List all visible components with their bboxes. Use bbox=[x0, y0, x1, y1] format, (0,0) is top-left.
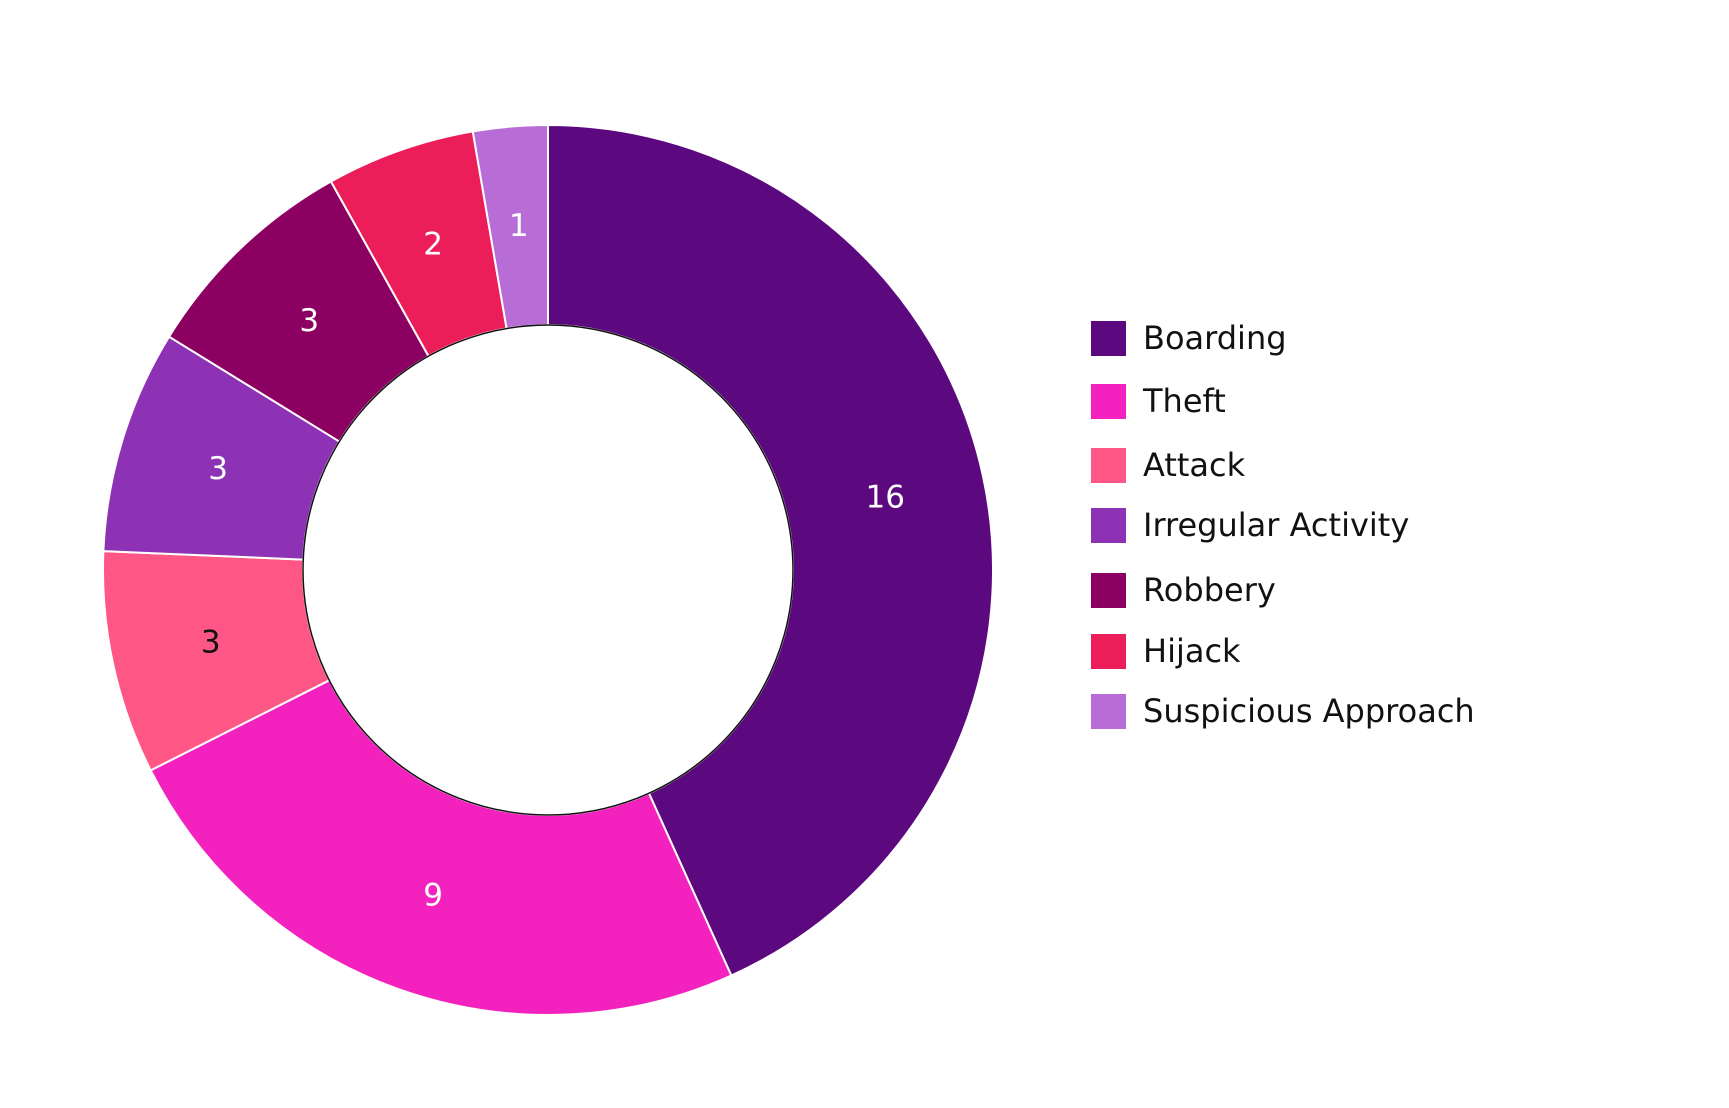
legend-swatch bbox=[1091, 383, 1126, 419]
legend-swatch bbox=[1091, 633, 1126, 669]
legend-swatch bbox=[1091, 693, 1126, 729]
legend-item-theft: Theft bbox=[1091, 381, 1226, 421]
donut-data-labels: 16 9 3 3 3 2 1 bbox=[201, 208, 905, 913]
legend-item-attack: Attack bbox=[1091, 445, 1245, 485]
legend-label: Suspicious Approach bbox=[1143, 692, 1475, 730]
data-label-attack: 3 bbox=[201, 625, 221, 661]
legend-label: Irregular Activity bbox=[1143, 506, 1410, 544]
legend-label: Theft bbox=[1143, 382, 1226, 420]
legend-swatch bbox=[1091, 572, 1126, 608]
legend-label: Robbery bbox=[1143, 571, 1276, 609]
legend-item-robbery: Robbery bbox=[1091, 570, 1276, 610]
legend-swatch bbox=[1091, 507, 1126, 543]
legend-swatch bbox=[1091, 320, 1126, 356]
legend-label: Hijack bbox=[1143, 632, 1241, 670]
legend-item-suspicious-approach: Suspicious Approach bbox=[1091, 691, 1475, 731]
legend-item-irregular-activity: Irregular Activity bbox=[1091, 505, 1409, 545]
legend-swatch bbox=[1091, 447, 1126, 483]
legend-item-boarding: Boarding bbox=[1091, 318, 1287, 358]
data-label-hijack: 2 bbox=[423, 227, 443, 263]
data-label-robbery: 3 bbox=[299, 303, 319, 339]
legend-label: Attack bbox=[1143, 446, 1246, 484]
data-label-suspicious-approach: 1 bbox=[509, 208, 529, 244]
donut-slices bbox=[102, 123, 994, 1016]
data-label-irregular-activity: 3 bbox=[208, 451, 228, 487]
donut-hole bbox=[302, 324, 794, 816]
data-label-theft: 9 bbox=[423, 877, 443, 913]
legend-label: Boarding bbox=[1143, 319, 1287, 357]
data-label-boarding: 16 bbox=[866, 479, 905, 515]
legend-item-hijack: Hijack bbox=[1091, 631, 1241, 671]
